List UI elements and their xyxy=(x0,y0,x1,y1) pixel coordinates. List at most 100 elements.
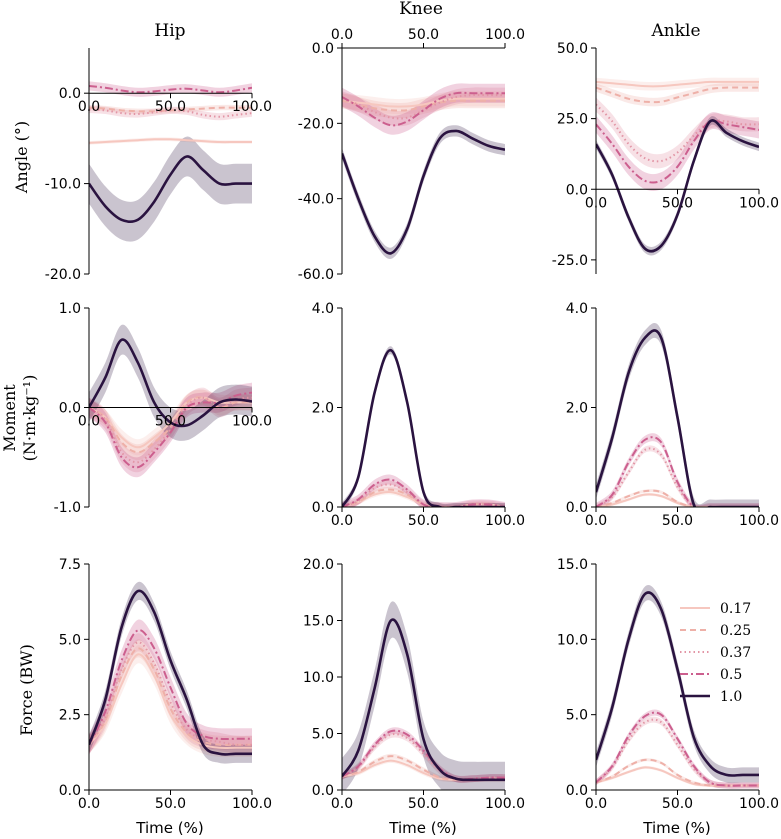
series-line-0-37 xyxy=(596,447,759,507)
y-tick-label: 10.0 xyxy=(303,670,334,686)
x-tick-label: 0.0 xyxy=(78,414,100,430)
band-0-25 xyxy=(596,758,759,788)
x-tick-label: 50.0 xyxy=(155,796,186,812)
y-tick-label: 2.5 xyxy=(59,708,81,724)
legend-label-0-17: 0.17 xyxy=(720,601,751,617)
series-line-0-17 xyxy=(596,80,759,88)
legend-label-0-25: 0.25 xyxy=(720,623,751,639)
legend: 0.17 0.25 0.37 0.5 1.0 xyxy=(680,601,751,705)
y-tick-label: -20.0 xyxy=(45,267,81,283)
series-line-1-0 xyxy=(89,338,252,428)
x-tick-label: 0.0 xyxy=(585,513,607,529)
row-ylabels: Angle (°) Moment (N·m·kg⁻¹) Force (BW) xyxy=(0,121,39,736)
x-tick-label: 50.0 xyxy=(662,513,693,529)
series-line-0-17 xyxy=(342,97,505,108)
band-0-5 xyxy=(596,112,759,192)
ylabel-angle: Angle (°) xyxy=(12,121,31,194)
x-tick-label: 0.0 xyxy=(331,513,353,529)
x-tick-label: 0.0 xyxy=(585,796,607,812)
series-line-0-37 xyxy=(89,641,252,747)
y-tick-label: -10.0 xyxy=(45,177,81,193)
series-line-0-25 xyxy=(89,647,252,747)
x-tick-label: 100.0 xyxy=(232,99,272,115)
series-line-0-5 xyxy=(342,91,505,127)
column-titles: Hip Knee Ankle xyxy=(154,0,700,41)
panel-1-1: 4.0 2.0 0.00.0 50.0 100.0 xyxy=(312,301,525,529)
xlabel-hip: Time (%) xyxy=(135,819,203,837)
xlabel-ankle: Time (%) xyxy=(642,819,710,837)
legend-label-0-37: 0.37 xyxy=(720,645,751,661)
series-line-0-37 xyxy=(596,103,759,163)
band-0-17 xyxy=(89,137,252,145)
y-tick-label: 2.0 xyxy=(566,401,588,417)
y-tick-label: 15.0 xyxy=(557,557,588,573)
plot-area xyxy=(89,81,252,242)
band-0-5 xyxy=(342,474,505,507)
series-line-0-17 xyxy=(596,493,759,507)
plot-area xyxy=(596,77,759,256)
y-tick-label: 50.0 xyxy=(557,41,588,57)
series-line-0-5 xyxy=(596,711,759,787)
x-tick-label: 100.0 xyxy=(739,796,779,812)
y-tick-label: 2.0 xyxy=(312,401,334,417)
series-line-1-0 xyxy=(342,618,505,782)
y-tick-label: 10.0 xyxy=(557,632,588,648)
band-0-37 xyxy=(596,445,759,507)
band-0-25 xyxy=(342,753,505,783)
plot-area xyxy=(342,601,505,790)
band-0-5 xyxy=(342,83,505,135)
ylabel-force: Force (BW) xyxy=(17,644,36,736)
band-0-37 xyxy=(342,480,505,507)
series-line-0-37 xyxy=(342,483,505,507)
band-0-17 xyxy=(342,91,505,115)
panel-2-1: 20.0 15.0 10.0 5.0 0.00.0 50.0 100.0 xyxy=(303,557,525,812)
xlabel-knee: Time (%) xyxy=(388,819,456,837)
plot-area xyxy=(89,324,252,478)
band-0-17 xyxy=(596,765,759,788)
y-tick-label: 1.0 xyxy=(59,301,81,317)
y-tick-label: 25.0 xyxy=(557,112,588,128)
series-line-1-0 xyxy=(596,119,759,253)
band-0-37 xyxy=(89,633,252,755)
y-tick-label: -1.0 xyxy=(54,500,81,516)
series-line-0-5 xyxy=(342,478,505,507)
panel-2-0: 7.5 5.0 2.5 0.00.0 50.0 100.0 xyxy=(59,557,272,812)
series-line-0-5 xyxy=(596,119,759,184)
x-tick-label: 100.0 xyxy=(485,513,525,529)
band-0-17 xyxy=(342,758,505,783)
series-line-1-0 xyxy=(89,589,252,756)
y-tick-label: 0.0 xyxy=(566,783,588,799)
x-tick-label: 0.0 xyxy=(78,796,100,812)
panel-1-0: 1.0 0.0 -1.0 0.0 50.0 100.0 xyxy=(54,301,272,516)
series-line-0-5 xyxy=(596,436,759,507)
plot-area xyxy=(89,581,252,764)
panel-0-0: 0.0 -10.0 -20.0 0.0 50.0 100.0 xyxy=(45,48,272,283)
plot-area xyxy=(342,346,505,507)
col-title-hip: Hip xyxy=(154,21,185,41)
y-tick-label: 0.0 xyxy=(566,500,588,516)
series-line-0-17 xyxy=(89,138,252,144)
y-tick-label: 5.0 xyxy=(312,727,334,743)
series-line-0-37 xyxy=(342,93,505,120)
panel-0-1: 0.0 -20.0 -40.0 -60.0 0.0 50.0 100.0 xyxy=(298,27,525,283)
x-tick-label: 100.0 xyxy=(739,195,779,211)
chart-panels: 0.0 -10.0 -20.0 0.0 50.0 100.0 0.0 -20.0 -40.0 -6… xyxy=(45,27,779,812)
x-tick-label: 50.0 xyxy=(662,195,693,211)
series-line-0-5 xyxy=(89,85,252,94)
series-line-0-5 xyxy=(342,729,505,781)
y-tick-label: -20.0 xyxy=(298,116,334,132)
y-tick-label: 5.0 xyxy=(59,632,81,648)
plot-area xyxy=(342,83,505,260)
series-line-0-25 xyxy=(596,758,759,787)
band-0-17 xyxy=(89,645,252,758)
x-tick-label: 50.0 xyxy=(408,796,439,812)
x-tick-label: 0.0 xyxy=(585,195,607,211)
y-tick-label: -25.0 xyxy=(552,253,588,269)
y-tick-label: 0.0 xyxy=(312,500,334,516)
series-line-1-0 xyxy=(342,349,505,507)
y-tick-label: 0.0 xyxy=(59,86,81,102)
ylabel-moment-units: (N·m·kg⁻¹) xyxy=(20,375,39,462)
series-line-0-17 xyxy=(596,766,759,787)
band-0-5 xyxy=(89,382,252,478)
